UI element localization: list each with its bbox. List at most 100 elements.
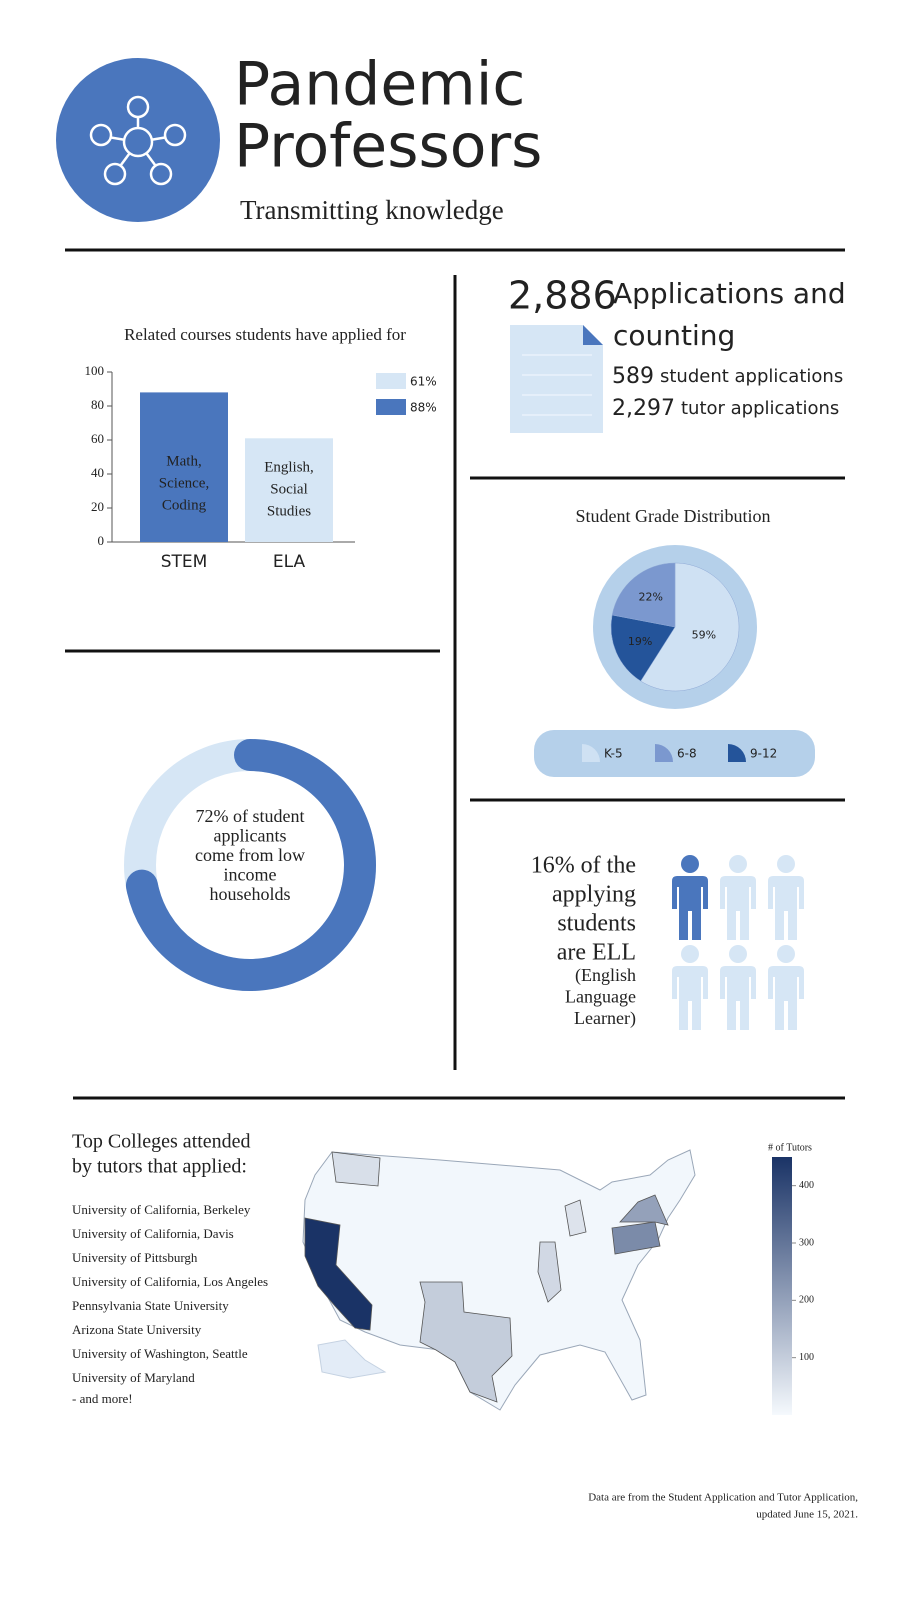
title-line: Professors xyxy=(234,112,542,182)
bar-text: Studies xyxy=(267,503,311,519)
slice-label: 59% xyxy=(692,628,716,641)
person-icon xyxy=(672,855,708,940)
person-body xyxy=(672,966,708,1030)
slice-label: 19% xyxy=(628,635,652,648)
colorbar-tick-label: 400 xyxy=(799,1180,814,1191)
x-tick-label: ELA xyxy=(273,552,306,572)
colleges-title: by tutors that applied: xyxy=(72,1156,247,1178)
donut-text: households xyxy=(210,884,291,904)
footer: updated June 15, 2021. xyxy=(756,1509,858,1521)
colorbar-tick-label: 100 xyxy=(799,1352,814,1363)
legend-swatch xyxy=(655,744,673,762)
stat-line: 2,297 tutor applications xyxy=(612,396,839,421)
map-alaska xyxy=(317,1339,387,1379)
ell-text: 16% of the xyxy=(531,853,636,879)
bar-text: Math, xyxy=(166,453,201,469)
donut-text: 72% of student xyxy=(196,806,305,826)
stat-line: 589 student applications xyxy=(612,364,843,389)
college: University of Washington, Seattle xyxy=(72,1346,248,1361)
legend-label: K-5 xyxy=(604,747,623,761)
ell-text: students xyxy=(557,911,636,937)
map-region xyxy=(419,1281,513,1403)
stat-number: 2,297 xyxy=(612,396,675,421)
y-tick-label: 60 xyxy=(91,431,104,446)
person-head xyxy=(681,855,699,873)
map-region xyxy=(331,1151,381,1187)
total-label: Applications and xyxy=(613,277,846,310)
map-region xyxy=(611,1221,661,1255)
y-tick-label: 0 xyxy=(98,533,105,548)
colorbar-tick-label: 200 xyxy=(799,1295,814,1306)
legend-label: 88% xyxy=(410,401,437,415)
legend-box xyxy=(534,730,815,777)
person-head xyxy=(681,945,699,963)
y-tick-label: 100 xyxy=(85,363,105,378)
person-head xyxy=(729,855,747,873)
chart-title: Student Grade Distribution xyxy=(576,506,771,526)
pie-slice xyxy=(640,562,740,692)
y-tick-label: 20 xyxy=(91,499,104,514)
y-tick-label: 80 xyxy=(91,397,104,412)
donut-arc xyxy=(125,739,376,991)
person-head xyxy=(777,945,795,963)
college: Arizona State University xyxy=(72,1322,202,1337)
bar-text: Coding xyxy=(162,497,207,513)
slice-label: 22% xyxy=(639,591,663,604)
map-land xyxy=(302,1149,696,1411)
legend-label: 9-12 xyxy=(750,747,777,761)
title-line: Pandemic xyxy=(234,50,525,120)
legend-label: 61% xyxy=(410,375,437,389)
person-body xyxy=(672,876,708,940)
donut-text: income xyxy=(224,865,277,885)
pie-slice xyxy=(610,614,676,682)
person-icon xyxy=(720,945,756,1030)
ell-note: Learner) xyxy=(574,1008,636,1029)
document-icon xyxy=(510,325,603,433)
legend-swatch xyxy=(376,399,406,415)
person-head xyxy=(729,945,747,963)
person-body xyxy=(720,966,756,1030)
ell-text: applying xyxy=(552,882,636,908)
logo xyxy=(56,58,220,222)
bar xyxy=(245,438,333,542)
legend-swatch xyxy=(376,373,406,389)
donut-text: come from low xyxy=(195,845,305,865)
bar-text: Science, xyxy=(159,475,209,491)
ell-text: are ELL xyxy=(557,940,636,966)
stat-label: tutor applications xyxy=(681,398,839,419)
college: University of California, Davis xyxy=(72,1226,234,1241)
bar-text: Social xyxy=(270,481,308,497)
colorbar-title: # of Tutors xyxy=(768,1142,812,1153)
x-tick-label: STEM xyxy=(161,552,208,572)
footer: Data are from the Student Application an… xyxy=(588,1492,858,1504)
total-applications: 2,886 xyxy=(508,274,617,318)
map-region xyxy=(619,1194,669,1226)
college: Pennsylvania State University xyxy=(72,1298,229,1313)
stat-number: 589 xyxy=(612,364,654,389)
person-body xyxy=(768,876,804,940)
person-icon xyxy=(720,855,756,940)
pie-slice xyxy=(611,562,676,628)
total-label: counting xyxy=(613,319,735,352)
stat-label: student applications xyxy=(660,366,843,387)
subtitle: Transmitting knowledge xyxy=(240,195,504,225)
colleges-title: Top Colleges attended xyxy=(72,1131,251,1153)
college: University of Pittsburgh xyxy=(72,1250,198,1265)
colorbar-tick-label: 300 xyxy=(799,1237,814,1248)
person-icon xyxy=(672,945,708,1030)
person-head xyxy=(777,855,795,873)
chart-title: Related courses students have applied fo… xyxy=(124,325,406,344)
map-region xyxy=(304,1217,373,1331)
map-region xyxy=(564,1199,587,1237)
bar-text: English, xyxy=(264,459,314,475)
legend-label: 6-8 xyxy=(677,747,697,761)
map-region xyxy=(537,1241,562,1303)
y-tick-label: 40 xyxy=(91,465,104,480)
college-more: - and more! xyxy=(72,1391,133,1406)
person-icon xyxy=(768,945,804,1030)
person-icon xyxy=(768,855,804,940)
college: University of California, Los Angeles xyxy=(72,1274,268,1289)
person-body xyxy=(720,876,756,940)
college: University of California, Berkeley xyxy=(72,1202,251,1217)
